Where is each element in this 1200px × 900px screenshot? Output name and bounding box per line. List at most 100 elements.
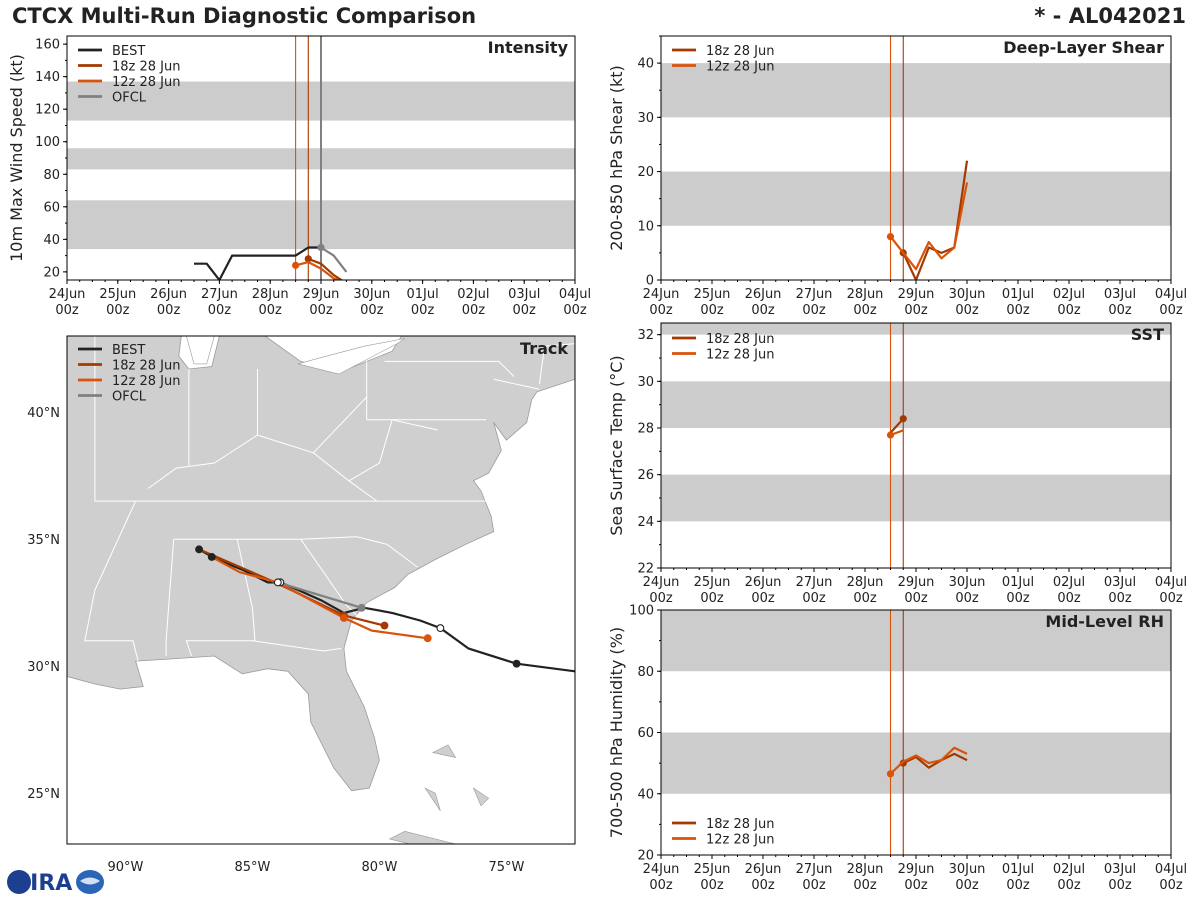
shear-group: 01020304024Jun00z25Jun00z26Jun00z27Jun00…: [607, 35, 1187, 318]
x-tick-hour: 00z: [904, 591, 928, 606]
x-tick-date: 02Jul: [1053, 287, 1085, 302]
x-tick-hour: 00z: [751, 591, 775, 606]
x-tick-hour: 00z: [853, 591, 877, 606]
legend-label: OFCL: [112, 91, 147, 106]
logo-text: CIRA: [14, 871, 72, 896]
series-line: [889, 182, 969, 271]
x-tick-date: 25Jun: [694, 862, 731, 877]
legend-label: 18z 28 Jun: [706, 332, 775, 347]
land: [67, 336, 575, 792]
x-tick-hour: 00z: [1159, 303, 1183, 318]
lake: [186, 336, 215, 365]
x-tick-hour: 00z: [1006, 303, 1030, 318]
lon-tick-label: 75°W: [488, 860, 524, 875]
shaded-band: [661, 381, 1171, 428]
series-marker: [304, 255, 312, 263]
state-border: [384, 360, 515, 377]
y-tick-label: 60: [43, 200, 60, 215]
x-tick-date: 28Jun: [847, 862, 884, 877]
series-group: [886, 415, 907, 439]
y-tick-label: 28: [637, 422, 654, 437]
x-tick-hour: 00z: [1108, 591, 1132, 606]
panel-title: SST: [1131, 325, 1164, 344]
y-tick-label: 160: [35, 38, 60, 53]
x-tick-date: 30Jun: [949, 287, 986, 302]
x-tick-date: 30Jun: [949, 575, 986, 590]
y-tick-label: 22: [637, 562, 654, 577]
y-tick-label: 80: [637, 665, 654, 680]
x-tick-date: 04Jul: [1155, 575, 1187, 590]
track-marker: [273, 578, 282, 587]
y-tick-label: 140: [35, 70, 60, 85]
x-tick-hour: 00z: [309, 303, 333, 318]
series-line: [194, 246, 321, 280]
x-tick-date: 24Jun: [643, 862, 680, 877]
y-axis-label: 200-850 hPa Shear (kt): [607, 65, 626, 251]
x-tick-date: 30Jun: [353, 287, 390, 302]
state-border: [300, 538, 357, 616]
y-tick-label: 100: [629, 604, 654, 619]
storm-id: * - AL042021: [1034, 4, 1186, 28]
lon-tick-label: 80°W: [361, 860, 397, 875]
x-tick-hour: 00z: [462, 303, 486, 318]
x-tick-date: 25Jun: [694, 287, 731, 302]
x-tick-hour: 00z: [649, 878, 673, 893]
x-tick-date: 27Jun: [201, 287, 238, 302]
sst-group: 22242628303224Jun00z25Jun00z26Jun00z27Ju…: [607, 322, 1187, 606]
x-tick-date: 24Jun: [643, 287, 680, 302]
map-frame: [66, 335, 576, 845]
legend-label: 18z 28 Jun: [706, 44, 775, 59]
x-tick-date: 29Jun: [303, 287, 340, 302]
lat-tick-label: 40°N: [27, 406, 60, 421]
x-tick-date: 02Jul: [457, 287, 489, 302]
series-line: [902, 752, 968, 769]
series-marker: [317, 243, 325, 252]
x-tick-date: 28Jun: [847, 287, 884, 302]
x-tick-hour: 00z: [1108, 303, 1132, 318]
series-group: [886, 160, 969, 280]
x-tick-date: 01Jul: [1002, 287, 1034, 302]
x-tick-date: 25Jun: [694, 575, 731, 590]
state-border: [148, 434, 258, 489]
state-border: [538, 343, 575, 385]
x-tick-date: 03Jul: [1104, 575, 1136, 590]
x-tick-hour: 00z: [649, 591, 673, 606]
x-tick-date: 01Jul: [1002, 862, 1034, 877]
series-line: [320, 246, 348, 273]
y-tick-label: 20: [637, 849, 654, 864]
y-axis-label: Sea Surface Temp (°C): [607, 355, 626, 535]
track-marker: [380, 621, 389, 630]
island: [424, 787, 441, 812]
series-group: [194, 243, 348, 280]
x-tick-date: 03Jul: [1104, 862, 1136, 877]
y-axis-label: 10m Max Wind Speed (kt): [7, 54, 26, 262]
rh-group: 2040608010024Jun00z25Jun00z26Jun00z27Jun…: [607, 604, 1187, 894]
island: [431, 744, 457, 759]
track-line: [277, 581, 362, 609]
x-tick-hour: 00z: [1057, 591, 1081, 606]
state-border: [493, 378, 540, 390]
x-tick-hour: 00z: [700, 303, 724, 318]
y-tick-label: 40: [43, 233, 60, 248]
x-tick-hour: 00z: [411, 303, 435, 318]
x-tick-hour: 00z: [1006, 878, 1030, 893]
x-tick-date: 04Jul: [559, 287, 591, 302]
x-tick-date: 26Jun: [745, 287, 782, 302]
logo-globe-icon: [7, 870, 31, 894]
panel-title: Intensity: [488, 38, 569, 57]
x-tick-hour: 00z: [751, 878, 775, 893]
legend-label: 18z 28 Jun: [112, 359, 181, 374]
y-tick-label: 20: [637, 165, 654, 180]
x-tick-date: 02Jul: [1053, 575, 1085, 590]
y-tick-label: 60: [637, 726, 654, 741]
track-marker: [357, 603, 366, 612]
x-tick-date: 28Jun: [252, 287, 289, 302]
state-border: [313, 396, 368, 454]
island: [388, 830, 456, 844]
x-tick-date: 04Jul: [1155, 862, 1187, 877]
panel-title: Track: [520, 339, 568, 358]
